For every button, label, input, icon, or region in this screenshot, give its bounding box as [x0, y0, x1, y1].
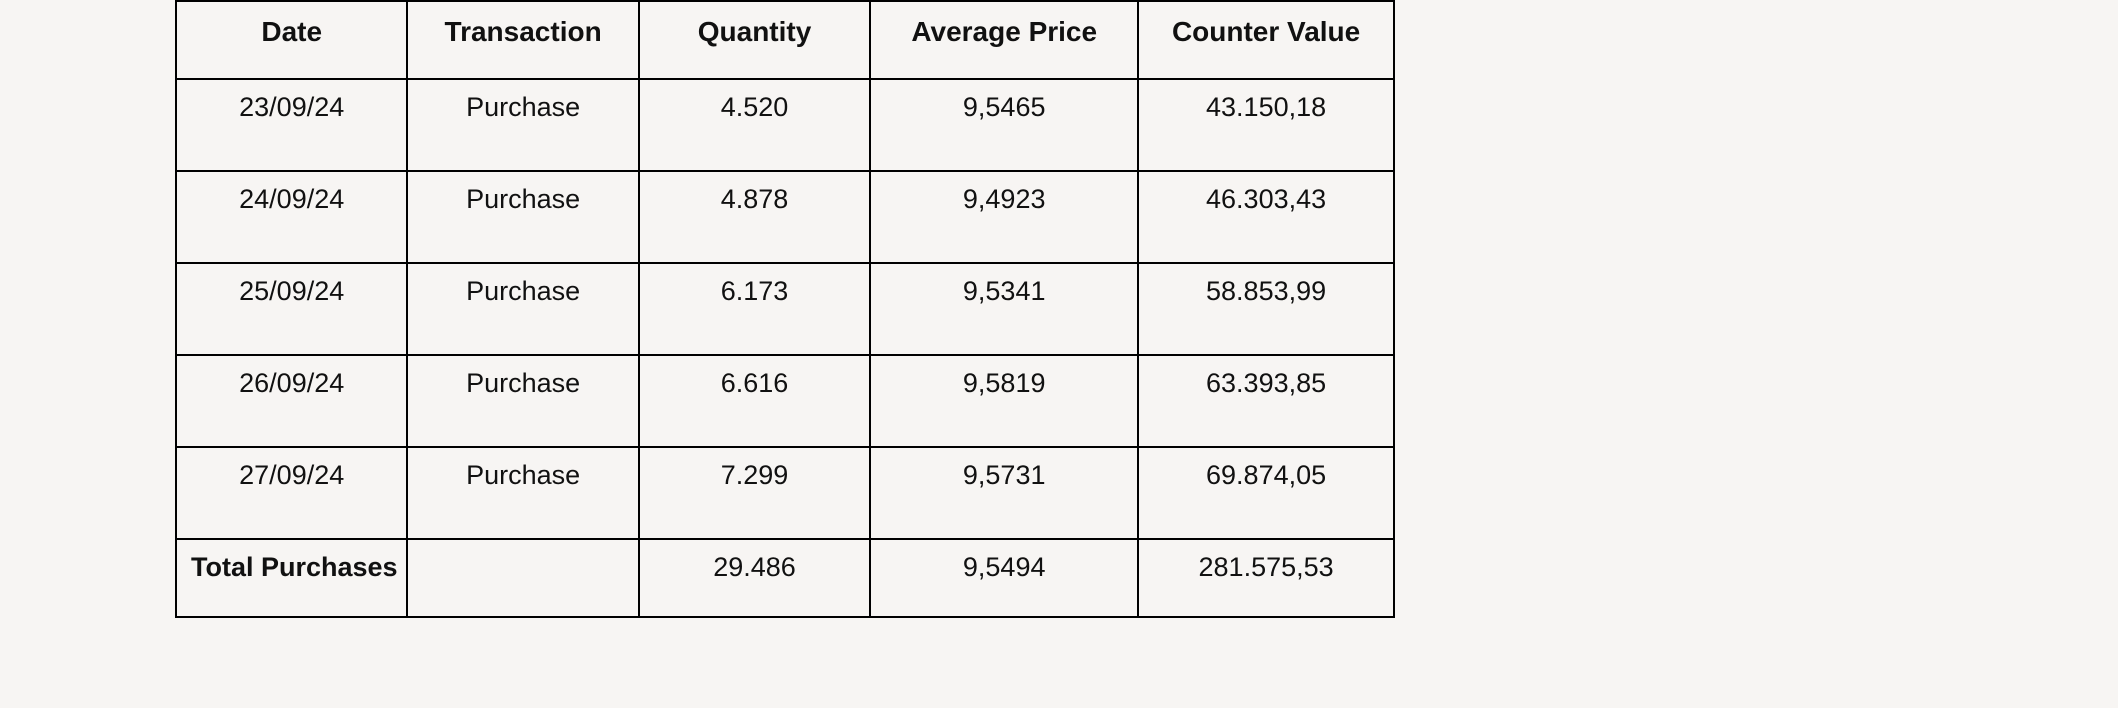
total-average-price: 9,5494 [870, 539, 1138, 617]
cell-date: 23/09/24 [176, 79, 407, 171]
cell-date: 25/09/24 [176, 263, 407, 355]
table-row: 26/09/24 Purchase 6.616 9,5819 63.393,85 [176, 355, 1394, 447]
total-counter-value: 281.575,53 [1138, 539, 1394, 617]
table-row: 25/09/24 Purchase 6.173 9,5341 58.853,99 [176, 263, 1394, 355]
col-average-price: Average Price [870, 1, 1138, 79]
col-date: Date [176, 1, 407, 79]
cell-counter-value: 69.874,05 [1138, 447, 1394, 539]
col-quantity: Quantity [639, 1, 870, 79]
cell-counter-value: 58.853,99 [1138, 263, 1394, 355]
cell-transaction: Purchase [407, 263, 638, 355]
cell-quantity: 6.173 [639, 263, 870, 355]
cell-transaction: Purchase [407, 355, 638, 447]
cell-counter-value: 46.303,43 [1138, 171, 1394, 263]
cell-quantity: 4.878 [639, 171, 870, 263]
cell-date: 24/09/24 [176, 171, 407, 263]
table-row: 24/09/24 Purchase 4.878 9,4923 46.303,43 [176, 171, 1394, 263]
cell-counter-value: 63.393,85 [1138, 355, 1394, 447]
cell-average-price: 9,4923 [870, 171, 1138, 263]
cell-average-price: 9,5819 [870, 355, 1138, 447]
col-counter-value: Counter Value [1138, 1, 1394, 79]
total-transaction [407, 539, 638, 617]
cell-average-price: 9,5731 [870, 447, 1138, 539]
table-header-row: Date Transaction Quantity Average Price … [176, 1, 1394, 79]
table-total-row: Total Purchases 29.486 9,5494 281.575,53 [176, 539, 1394, 617]
cell-transaction: Purchase [407, 447, 638, 539]
cell-counter-value: 43.150,18 [1138, 79, 1394, 171]
cell-date: 26/09/24 [176, 355, 407, 447]
purchases-table-container: Date Transaction Quantity Average Price … [175, 0, 1395, 618]
total-label: Total Purchases [176, 539, 407, 617]
table-row: 27/09/24 Purchase 7.299 9,5731 69.874,05 [176, 447, 1394, 539]
cell-transaction: Purchase [407, 171, 638, 263]
purchases-table: Date Transaction Quantity Average Price … [175, 0, 1395, 618]
cell-quantity: 6.616 [639, 355, 870, 447]
cell-date: 27/09/24 [176, 447, 407, 539]
col-transaction: Transaction [407, 1, 638, 79]
cell-average-price: 9,5341 [870, 263, 1138, 355]
cell-average-price: 9,5465 [870, 79, 1138, 171]
cell-quantity: 7.299 [639, 447, 870, 539]
table-row: 23/09/24 Purchase 4.520 9,5465 43.150,18 [176, 79, 1394, 171]
cell-transaction: Purchase [407, 79, 638, 171]
total-quantity: 29.486 [639, 539, 870, 617]
cell-quantity: 4.520 [639, 79, 870, 171]
